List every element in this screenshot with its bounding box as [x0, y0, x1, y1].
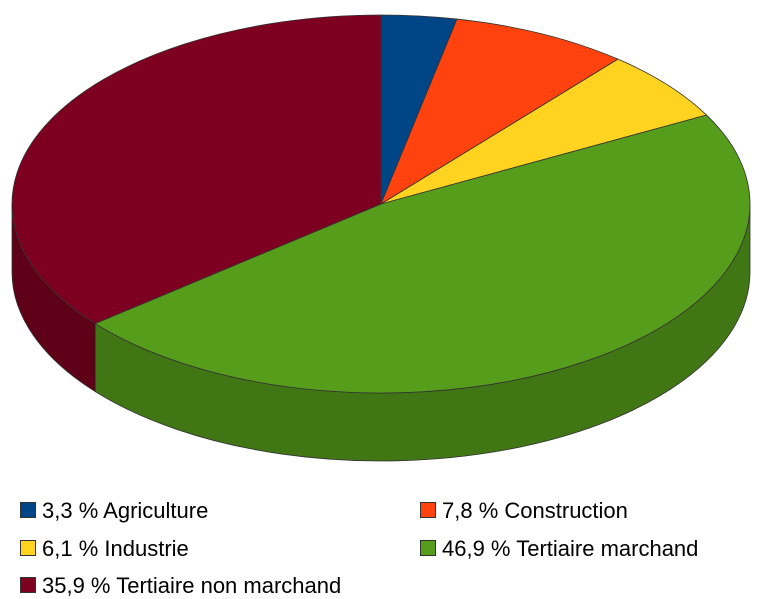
legend-item: 3,3 % Agriculture: [20, 498, 208, 524]
legend-item: 35,9 % Tertiaire non marchand: [20, 573, 341, 599]
pie-slice: [380, 58, 708, 205]
legend-label: Construction: [504, 498, 628, 523]
pie-slice: [11, 14, 382, 325]
legend-item: 7,8 % Construction: [420, 498, 628, 524]
legend-label: Tertiaire marchand: [516, 536, 699, 561]
pie-slice: [380, 18, 619, 205]
legend-value: 6,1 %: [42, 536, 99, 561]
legend-swatch: [420, 540, 436, 556]
legend-value: 46,9 %: [442, 536, 511, 561]
pie-area: [11, 14, 751, 462]
pie-slice: [94, 114, 751, 394]
legend-value: 3,3 %: [42, 498, 99, 523]
legend-swatch: [20, 577, 36, 593]
legend-item: 6,1 % Industrie: [20, 536, 189, 562]
legend-item: 46,9 % Tertiaire marchand: [420, 536, 698, 562]
legend-swatch: [420, 502, 436, 518]
legend-label: Agriculture: [103, 498, 209, 523]
legend-swatch: [20, 502, 36, 518]
legend-value: 35,9 %: [42, 573, 111, 598]
legend-label: Industrie: [104, 536, 189, 561]
legend-value: 7,8 %: [442, 498, 499, 523]
legend-swatch: [20, 540, 36, 556]
legend-label: Tertiaire non marchand: [116, 573, 342, 598]
